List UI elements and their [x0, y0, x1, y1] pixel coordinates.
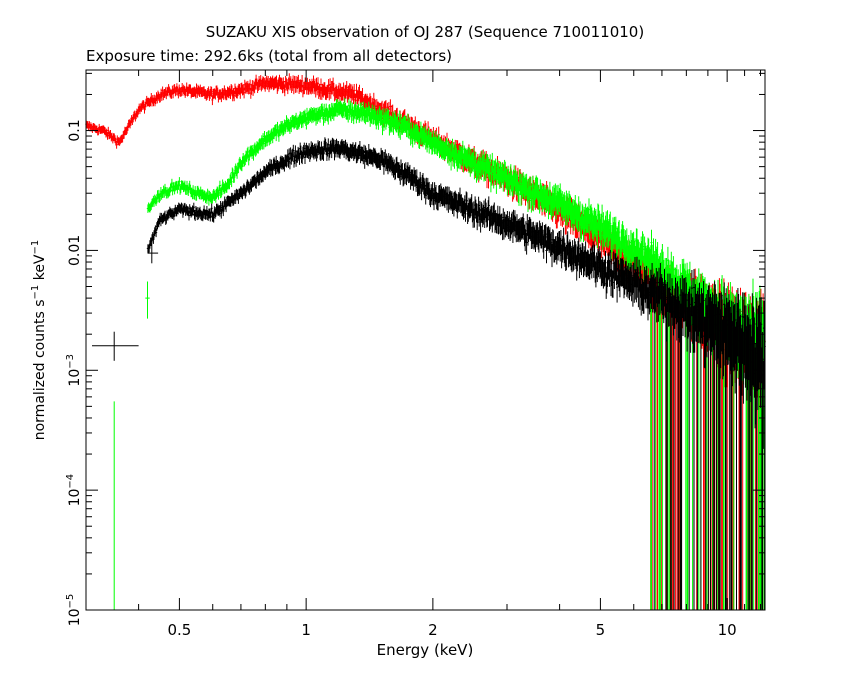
- chart-title: SUZAKU XIS observation of OJ 287 (Sequen…: [206, 23, 644, 41]
- series-layer: [85, 73, 766, 610]
- series-0: [85, 73, 766, 610]
- series-2: [146, 137, 766, 610]
- chart-subtitle: Exposure time: 292.6ks (total from all d…: [86, 47, 452, 65]
